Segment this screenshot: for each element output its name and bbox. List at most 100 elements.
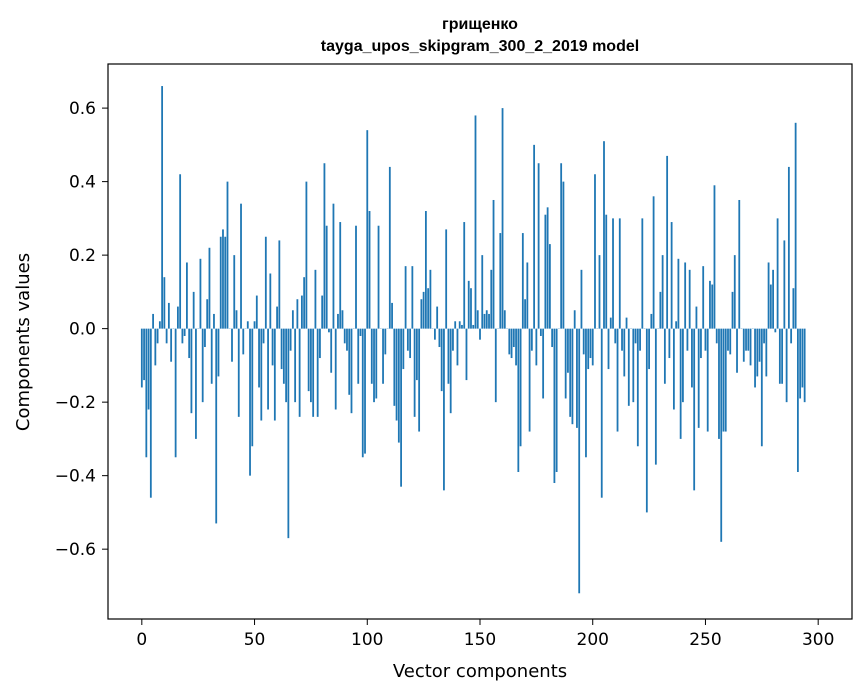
bar bbox=[332, 203, 335, 329]
bar bbox=[348, 328, 351, 395]
bar bbox=[242, 328, 245, 355]
bar bbox=[370, 328, 373, 384]
bar bbox=[156, 328, 159, 344]
bar bbox=[199, 258, 202, 329]
bar bbox=[796, 328, 799, 472]
bar bbox=[472, 324, 475, 329]
bar bbox=[652, 196, 655, 329]
bar bbox=[140, 328, 143, 388]
bar bbox=[406, 328, 409, 351]
bar bbox=[375, 328, 378, 399]
bar bbox=[763, 328, 765, 344]
bar bbox=[706, 328, 709, 432]
bar bbox=[485, 310, 488, 329]
x-tick-label: 150 bbox=[464, 630, 496, 650]
bar bbox=[424, 211, 427, 329]
bar bbox=[447, 328, 450, 384]
bar bbox=[409, 328, 412, 359]
bar bbox=[677, 258, 680, 329]
bar bbox=[659, 291, 662, 329]
bar bbox=[167, 302, 170, 329]
bar bbox=[548, 244, 551, 329]
bar bbox=[760, 328, 763, 447]
bar bbox=[571, 328, 574, 425]
bar bbox=[422, 291, 425, 329]
x-tick-label: 300 bbox=[802, 630, 834, 650]
bar bbox=[747, 328, 750, 351]
bar bbox=[614, 328, 617, 344]
bar bbox=[192, 291, 195, 329]
bar bbox=[179, 174, 182, 329]
y-tick-label: −0.6 bbox=[55, 540, 96, 560]
bar bbox=[276, 306, 278, 329]
bar bbox=[319, 328, 321, 359]
bar bbox=[402, 328, 405, 370]
y-tick-label: 0.0 bbox=[69, 320, 96, 340]
bar bbox=[650, 313, 653, 329]
bar bbox=[781, 328, 784, 384]
bar bbox=[149, 328, 152, 498]
bar bbox=[713, 185, 716, 329]
bar bbox=[298, 328, 301, 417]
bar bbox=[555, 328, 558, 472]
bar bbox=[208, 247, 211, 329]
bar bbox=[621, 328, 623, 351]
bar bbox=[285, 328, 288, 403]
plot-area-frame bbox=[107, 63, 853, 620]
bar bbox=[688, 269, 691, 329]
bar bbox=[287, 328, 290, 539]
bar bbox=[790, 328, 793, 344]
bar bbox=[682, 328, 684, 403]
y-tick-label: −0.2 bbox=[55, 393, 96, 413]
y-tick-label: 0.4 bbox=[69, 173, 96, 193]
bar bbox=[278, 240, 281, 329]
bar bbox=[528, 328, 531, 432]
bar bbox=[778, 328, 781, 384]
bar bbox=[321, 295, 324, 329]
bar bbox=[158, 321, 161, 329]
bar bbox=[693, 328, 696, 491]
bar bbox=[251, 328, 254, 447]
bar bbox=[754, 328, 756, 388]
bar bbox=[648, 328, 650, 370]
bar bbox=[330, 328, 333, 373]
bar bbox=[729, 328, 732, 355]
bar bbox=[420, 299, 423, 329]
bar bbox=[704, 328, 707, 351]
bar bbox=[715, 328, 718, 344]
bar bbox=[582, 328, 585, 355]
bar bbox=[434, 328, 436, 340]
bar bbox=[709, 280, 711, 329]
bar bbox=[217, 328, 220, 377]
bar bbox=[445, 229, 448, 329]
bar bbox=[305, 181, 308, 329]
bar bbox=[264, 236, 267, 329]
bar bbox=[400, 328, 402, 487]
bar bbox=[603, 141, 605, 329]
bar bbox=[312, 328, 315, 417]
bar bbox=[598, 255, 601, 329]
bar bbox=[612, 218, 614, 329]
bar bbox=[255, 295, 258, 329]
bar bbox=[188, 328, 191, 359]
chart-title: грищенко bbox=[442, 16, 518, 33]
y-axis-ticks: −0.6 −0.4 −0.2 0.0 0.2 0.4 0.6 bbox=[55, 99, 108, 560]
bar bbox=[161, 86, 164, 329]
bar bbox=[564, 328, 567, 399]
bar bbox=[745, 328, 747, 351]
bar bbox=[675, 321, 678, 329]
bar bbox=[508, 328, 511, 355]
bar bbox=[294, 328, 297, 403]
bar bbox=[738, 199, 741, 329]
bar bbox=[170, 328, 173, 362]
bar bbox=[467, 280, 470, 329]
bar bbox=[700, 328, 702, 359]
bar bbox=[503, 310, 506, 329]
bar bbox=[594, 174, 596, 329]
bar bbox=[165, 328, 168, 344]
bar bbox=[163, 277, 166, 329]
bar bbox=[569, 328, 572, 417]
bar bbox=[429, 269, 432, 329]
bar bbox=[395, 328, 398, 421]
